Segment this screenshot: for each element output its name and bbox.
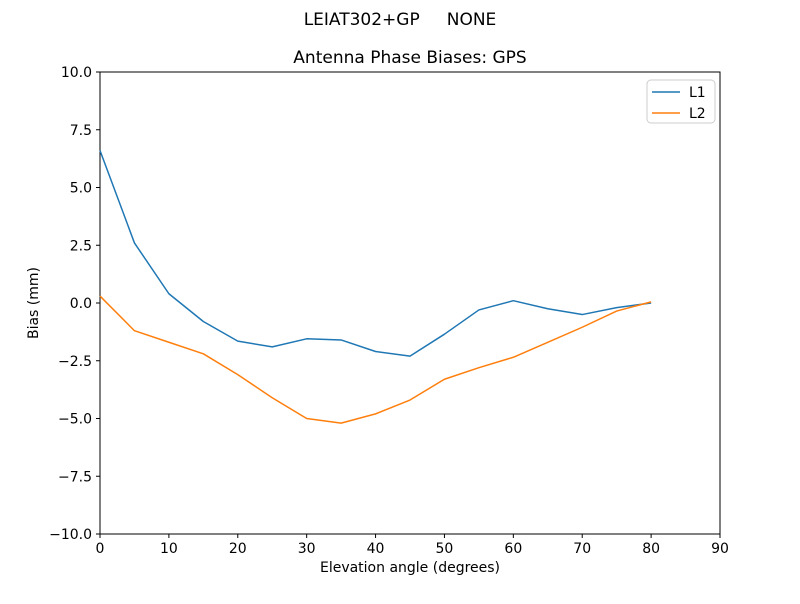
x-tick-label: 0 [96, 541, 105, 557]
y-tick-label: −5.0 [58, 412, 92, 428]
x-axis-label: Elevation angle (degrees) [320, 560, 500, 576]
y-tick-label: 10.0 [61, 65, 92, 81]
x-tick-label: 90 [711, 541, 729, 557]
x-tick-label: 30 [298, 541, 316, 557]
y-tick-label: −7.5 [58, 469, 92, 485]
legend-label-L2: L2 [689, 106, 706, 122]
y-tick-label: 7.5 [70, 123, 92, 139]
x-tick-label: 10 [160, 541, 178, 557]
ticks-group: 0 10 20 30 40 50 60 70 80 90 10.0 7.5 5.0 2.5 0.0 −2.5 −… [49, 65, 729, 557]
y-tick-label: −10.0 [49, 527, 92, 543]
y-tick-label: −2.5 [58, 354, 92, 370]
y-tick-label: 0.0 [70, 296, 92, 312]
figure-suptitle: LEIAT302+GP NONE [304, 10, 497, 30]
x-tick-label: 40 [367, 541, 385, 557]
series-group [99, 150, 652, 424]
y-axis-label: Bias (mm) [26, 267, 42, 339]
series-line-L2 [99, 295, 652, 424]
y-tick-label: 2.5 [70, 238, 92, 254]
y-tick-label: 5.0 [70, 181, 92, 197]
x-tick-label: 60 [504, 541, 522, 557]
legend-label-L1: L1 [689, 85, 706, 101]
plot-area-spines [99, 71, 721, 535]
x-tick-label: 80 [642, 541, 660, 557]
axes-title: Antenna Phase Biases: GPS [293, 48, 526, 68]
x-tick-label: 50 [436, 541, 454, 557]
x-tick-label: 70 [573, 541, 591, 557]
x-tick-label: 20 [229, 541, 247, 557]
series-line-L1 [99, 150, 652, 357]
